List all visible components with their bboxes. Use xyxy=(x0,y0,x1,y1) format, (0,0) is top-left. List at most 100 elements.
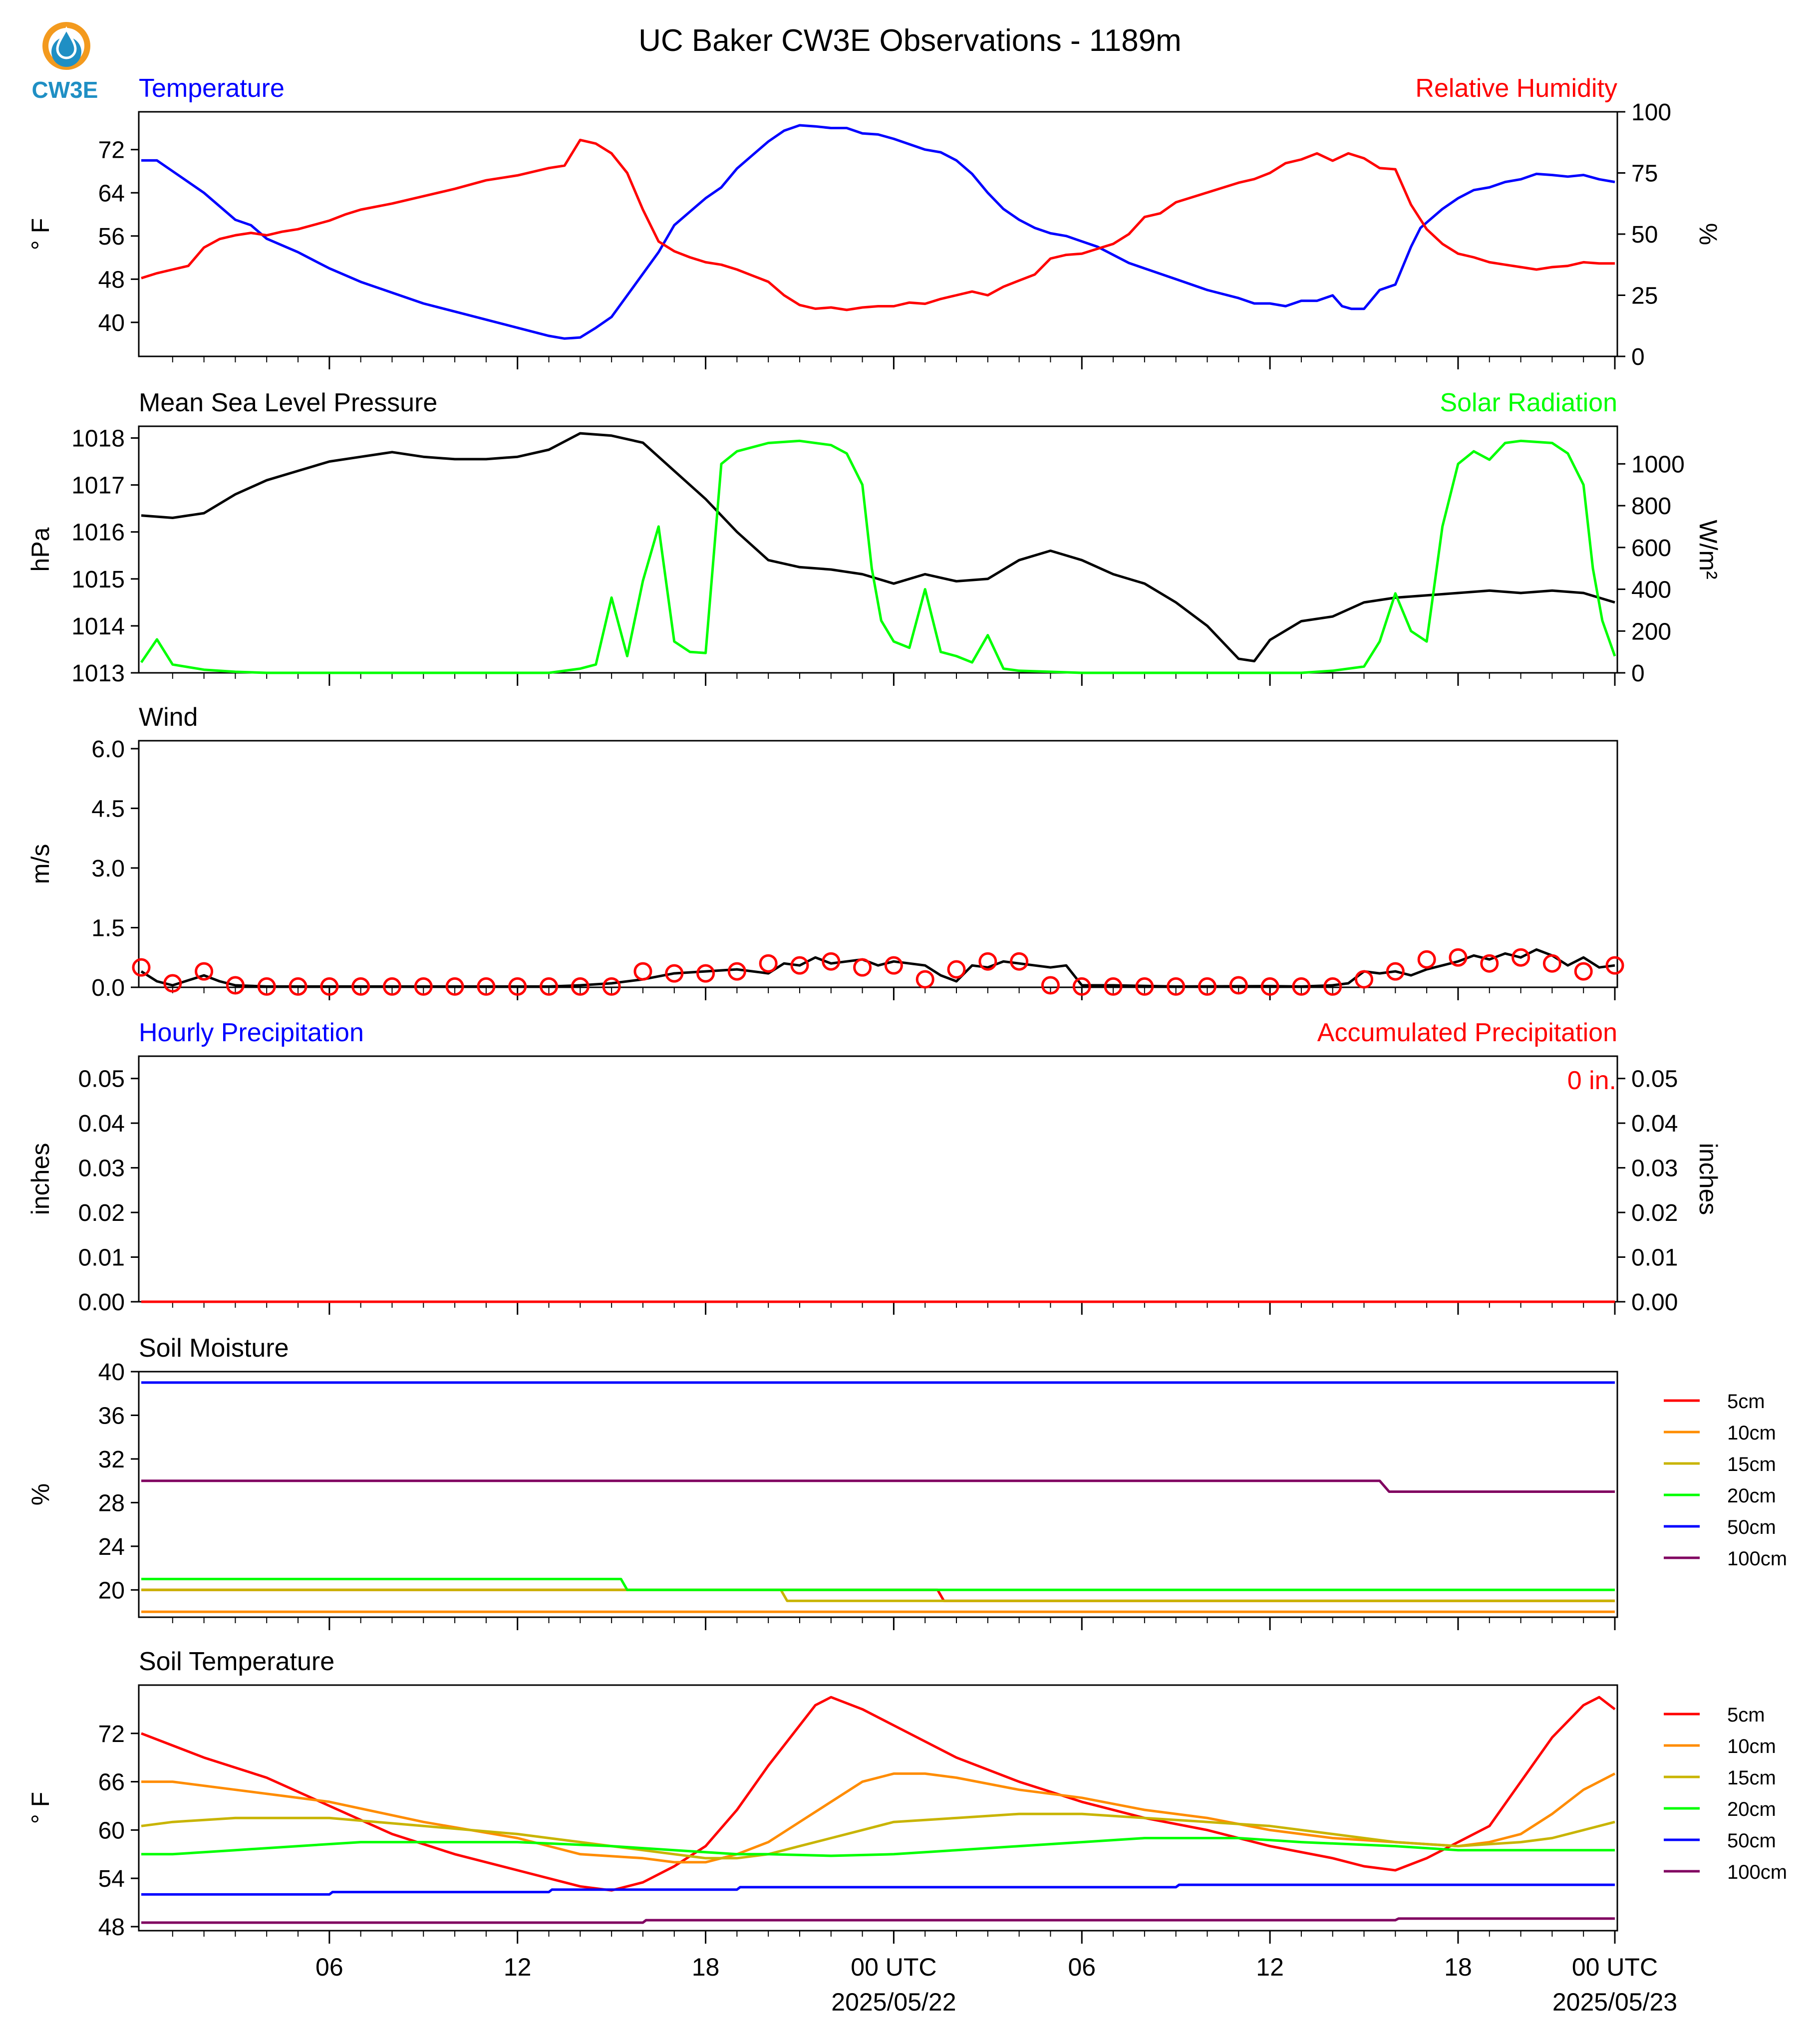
panel-soil-temp: Soil Temperature 48 54 60 66 72 ° F 5cm 10cm 15cm… xyxy=(26,1647,1787,2016)
series-line-left-0 xyxy=(140,948,1615,988)
x-tick-label: 00 UTC xyxy=(851,1953,936,1981)
plot-frame xyxy=(138,740,1618,988)
panel-title-left: Temperature xyxy=(139,74,285,103)
series-line-20cm xyxy=(141,1837,1615,1857)
wind-gust-marker xyxy=(1041,976,1060,995)
wind-gust-marker xyxy=(884,956,903,975)
y-right-tick-label: 25 xyxy=(1631,283,1658,309)
x-tick-label: 18 xyxy=(692,1953,720,1981)
y-tick-label: 56 xyxy=(98,224,125,250)
y-tick-label: 0.0 xyxy=(91,975,125,1001)
y-right-tick-label: 800 xyxy=(1631,493,1671,520)
wind-gust-marker xyxy=(1135,977,1154,996)
series-line-100cm xyxy=(141,1917,1615,1924)
panel-title-left: Soil Temperature xyxy=(139,1647,334,1676)
cw3e-logo: CW3E xyxy=(32,22,98,103)
y-tick-label: 72 xyxy=(98,137,125,164)
wind-gust-marker xyxy=(540,977,559,996)
series-line-15cm xyxy=(141,1812,1615,1860)
y-tick-label: 20 xyxy=(98,1577,125,1604)
legend-label-20cm: 20cm xyxy=(1727,1485,1776,1507)
y-right-tick-label: 0.03 xyxy=(1631,1156,1678,1182)
y-tick-label: 48 xyxy=(98,267,125,293)
legend-label-10cm: 10cm xyxy=(1727,1736,1776,1757)
y-tick-label: 0.02 xyxy=(78,1200,125,1226)
series-line-100cm xyxy=(141,1479,1615,1493)
y-tick-label: 1014 xyxy=(71,613,125,640)
wind-gust-marker xyxy=(1574,962,1593,981)
wind-gust-marker xyxy=(1167,977,1186,996)
wind-gust-marker xyxy=(1355,970,1374,989)
series-line-15cm xyxy=(141,1588,1615,1602)
y-right-tick-label: 0.02 xyxy=(1631,1200,1678,1226)
y-tick-label: 48 xyxy=(98,1914,125,1941)
y-tick-label: 24 xyxy=(98,1534,125,1560)
wind-gust-marker xyxy=(1260,977,1279,996)
wind-gust-marker xyxy=(414,977,433,996)
legend-label-50cm: 50cm xyxy=(1727,1516,1776,1538)
y-tick-label: 1018 xyxy=(71,426,125,452)
wind-gust-marker xyxy=(382,977,401,996)
wind-gust-marker xyxy=(445,977,464,996)
y-right-tick-label: 400 xyxy=(1631,577,1671,603)
y-axis-label: m/s xyxy=(26,844,54,884)
legend-label-5cm: 5cm xyxy=(1727,1391,1765,1413)
chart-title: UC Baker CW3E Observations - 1189m xyxy=(638,23,1182,58)
legend-label-100cm: 100cm xyxy=(1727,1861,1787,1883)
y-tick-label: 6.0 xyxy=(91,736,125,763)
x-tick-label: 06 xyxy=(315,1953,343,1981)
y-right-tick-label: 75 xyxy=(1631,161,1658,187)
plot-frame xyxy=(138,1371,1618,1618)
y-right-tick-label: 50 xyxy=(1631,222,1658,248)
wind-gust-marker xyxy=(1104,977,1123,996)
legend-label-15cm: 15cm xyxy=(1727,1767,1776,1789)
y-tick-label: 72 xyxy=(98,1721,125,1747)
y-right-axis-label: % xyxy=(1694,223,1722,245)
y-tick-label: 0.05 xyxy=(78,1066,125,1093)
panel-title-right: Relative Humidity xyxy=(1415,74,1617,103)
y-tick-label: 36 xyxy=(98,1403,125,1429)
wind-gust-marker xyxy=(978,952,997,971)
x-tick-label: 12 xyxy=(504,1953,532,1981)
legend-label-100cm: 100cm xyxy=(1727,1548,1787,1570)
wind-gust-marker xyxy=(226,976,245,995)
legend-label-15cm: 15cm xyxy=(1727,1453,1776,1475)
wind-gust-marker xyxy=(351,977,370,996)
wind-gust-marker xyxy=(633,962,652,981)
y-tick-label: 64 xyxy=(98,180,125,207)
x-tick-label: 00 UTC xyxy=(1572,1953,1658,1981)
y-tick-label: 28 xyxy=(98,1490,125,1516)
y-axis-label: % xyxy=(26,1483,54,1505)
panel-precip: Hourly Precipitation Accumulated Precipit… xyxy=(26,1018,1722,1316)
panel-title-left: Wind xyxy=(139,703,198,732)
y-right-tick-label: 0 xyxy=(1631,660,1645,687)
wind-gust-marker xyxy=(602,977,621,996)
y-tick-label: 0.04 xyxy=(78,1111,125,1137)
y-right-tick-label: 0.05 xyxy=(1631,1066,1678,1093)
y-axis-label: inches xyxy=(26,1143,54,1215)
wind-gust-marker xyxy=(1198,977,1216,996)
y-tick-label: 4.5 xyxy=(91,796,125,822)
panel-pressure-solar: Mean Sea Level Pressure Solar Radiation 10… xyxy=(26,388,1722,687)
y-tick-label: 0.03 xyxy=(78,1156,125,1182)
wind-gust-marker xyxy=(759,954,778,973)
wind-gust-marker xyxy=(257,977,276,996)
y-tick-label: 60 xyxy=(98,1817,125,1844)
logo-drop-icon xyxy=(56,26,77,59)
plot-frame xyxy=(138,1684,1618,1932)
series-line-right-1 xyxy=(141,138,1615,311)
wind-gust-marker xyxy=(665,964,684,983)
x-date-label: 2025/05/22 xyxy=(831,1988,956,2016)
wind-gust-marker xyxy=(508,977,527,996)
legend-label-10cm: 10cm xyxy=(1727,1422,1776,1444)
y-tick-label: 1013 xyxy=(71,660,125,687)
panel-title-right: Solar Radiation xyxy=(1440,388,1617,417)
legend-label-50cm: 50cm xyxy=(1727,1830,1776,1852)
y-tick-label: 1016 xyxy=(71,520,125,546)
y-tick-label: 32 xyxy=(98,1447,125,1473)
wind-gust-marker xyxy=(571,977,590,996)
plot-frame xyxy=(138,111,1618,357)
legend: 5cm 10cm 15cm 20cm 50cm 100cm xyxy=(1664,1391,1787,1570)
y-right-tick-label: 100 xyxy=(1631,99,1671,126)
wind-gust-marker xyxy=(1010,952,1029,971)
